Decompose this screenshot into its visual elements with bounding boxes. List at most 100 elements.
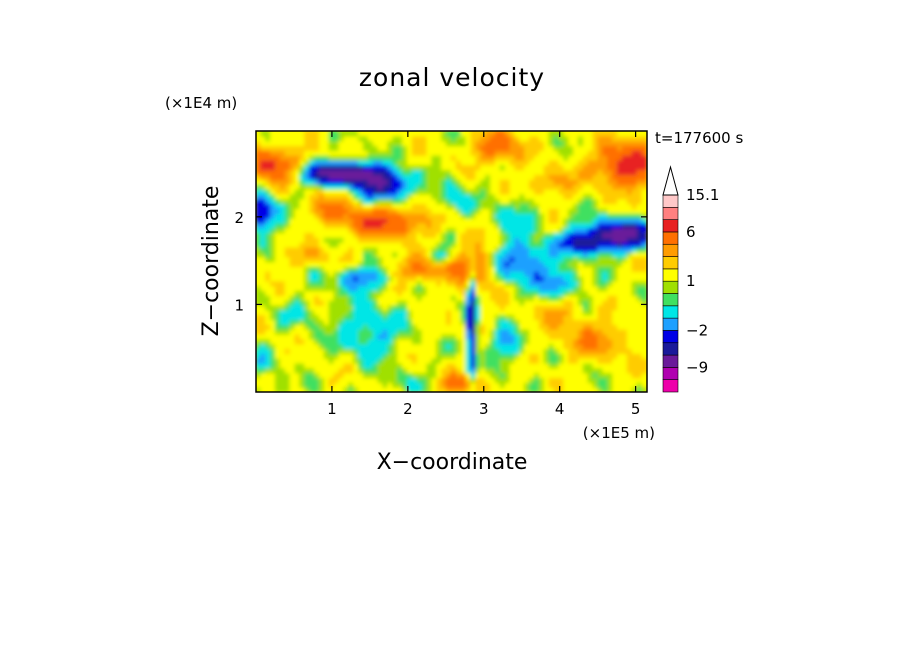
contour-cell <box>362 135 370 142</box>
contour-cell <box>524 188 531 195</box>
contour-cell <box>416 347 423 354</box>
contour-cell <box>426 236 433 243</box>
contour-cell <box>299 159 306 166</box>
contour-cell <box>343 285 350 292</box>
contour-cell <box>358 256 365 263</box>
contour-cell <box>314 193 321 200</box>
contour-cell <box>367 309 374 316</box>
contour-cell <box>358 299 365 306</box>
contour-cell <box>328 323 335 330</box>
contour-cell <box>519 178 526 185</box>
contour-cell <box>626 304 633 311</box>
contour-cell <box>338 309 345 316</box>
contour-cell <box>441 131 448 137</box>
contour-cell <box>470 207 477 214</box>
contour-cell <box>387 338 394 345</box>
contour-cell <box>284 280 291 287</box>
contour-cell <box>636 347 643 354</box>
contour-cell <box>441 154 448 161</box>
contour-cell <box>260 246 267 253</box>
contour-cell <box>548 333 555 340</box>
contour-cell <box>314 135 321 142</box>
contour-cell <box>514 323 521 330</box>
contour-cell <box>533 173 541 180</box>
contour-cell <box>318 347 326 354</box>
contour-cell <box>617 362 624 369</box>
contour-cell <box>524 202 531 209</box>
contour-cell <box>475 149 482 156</box>
contour-cell <box>318 164 326 171</box>
contour-cell <box>377 285 384 292</box>
contour-cell <box>367 314 374 321</box>
contour-cell <box>636 131 643 137</box>
contour-cell <box>367 260 374 267</box>
contour-cell <box>343 173 350 180</box>
contour-cell <box>573 275 580 282</box>
contour-cell <box>533 202 541 209</box>
contour-cell <box>421 338 428 345</box>
contour-cell <box>631 265 638 272</box>
contour-cell <box>612 299 619 306</box>
contour-cell <box>446 357 453 364</box>
contour-cell <box>631 169 638 176</box>
contour-cell <box>411 338 418 345</box>
contour-cell <box>490 183 497 190</box>
contour-cell <box>426 362 433 369</box>
colorbar-swatch <box>662 293 679 307</box>
contour-cell <box>333 212 340 219</box>
contour-cell <box>426 265 433 272</box>
contour-cell <box>323 173 330 180</box>
contour-cell <box>475 381 482 388</box>
contour-cell <box>475 173 482 180</box>
contour-cell <box>450 159 457 166</box>
contour-cell <box>274 173 282 180</box>
contour-cell <box>538 154 545 161</box>
contour-cell <box>299 149 306 156</box>
contour-cell <box>348 131 355 137</box>
contour-cell <box>382 212 389 219</box>
colorbar-swatch <box>662 280 679 294</box>
contour-cell <box>455 135 462 142</box>
contour-cell <box>533 154 541 161</box>
contour-cell <box>543 289 550 296</box>
contour-cell <box>289 198 296 205</box>
contour-cell <box>367 154 374 161</box>
contour-cell <box>582 154 589 161</box>
contour-cell <box>279 207 286 214</box>
contour-cell <box>514 236 521 243</box>
contour-cell <box>358 183 365 190</box>
contour-cell <box>641 275 647 282</box>
contour-cell <box>431 289 438 296</box>
contour-cell <box>406 318 413 325</box>
contour-cell <box>406 294 413 301</box>
contour-cell <box>328 309 335 316</box>
contour-cell <box>338 251 345 258</box>
contour-cell <box>411 251 418 258</box>
contour-cell <box>431 236 438 243</box>
contour-cell <box>460 202 467 209</box>
contour-cell <box>524 338 531 345</box>
contour-cell <box>446 318 453 325</box>
contour-cell <box>592 140 599 147</box>
contour-cell <box>553 169 560 176</box>
contour-cell <box>636 135 643 142</box>
contour-cell <box>304 372 311 379</box>
contour-cell <box>563 149 570 156</box>
contour-cell <box>465 241 472 248</box>
contour-cell <box>318 212 326 219</box>
contour-cell <box>538 352 545 359</box>
contour-cell <box>465 178 472 185</box>
contour-cell <box>621 164 629 171</box>
contour-cell <box>587 352 594 359</box>
contour-cell <box>543 343 550 350</box>
contour-cell <box>470 270 477 277</box>
contour-cell <box>426 323 433 330</box>
contour-cell <box>367 265 374 272</box>
contour-cell <box>465 173 472 180</box>
contour-cell <box>377 314 384 321</box>
contour-cell <box>441 149 448 156</box>
contour-cell <box>387 343 394 350</box>
contour-cell <box>260 212 267 219</box>
contour-cell <box>397 227 404 234</box>
contour-cell <box>328 198 335 205</box>
